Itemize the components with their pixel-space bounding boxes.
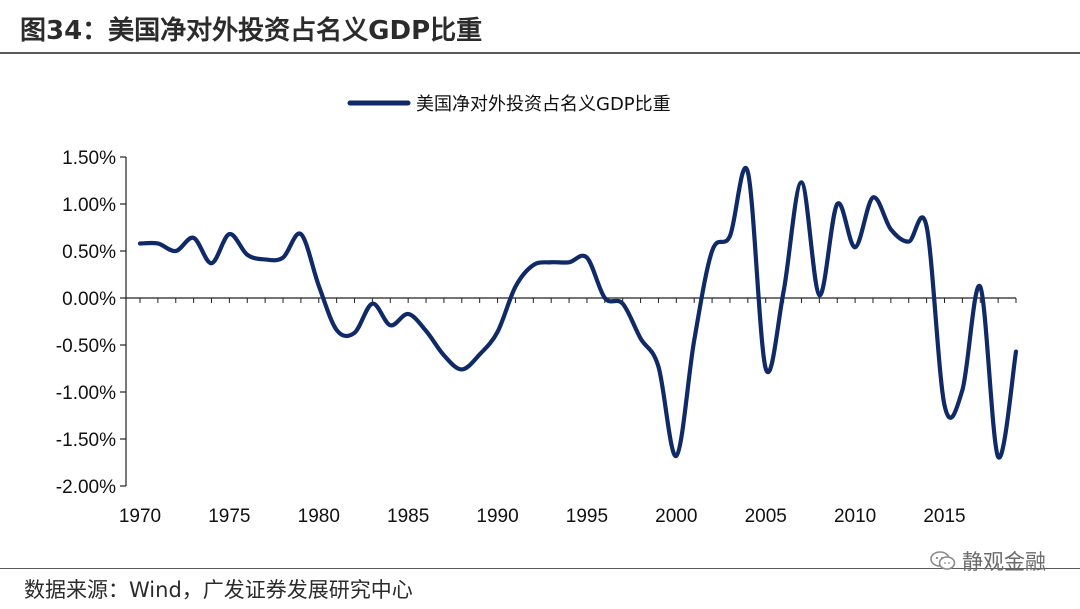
data-point	[925, 225, 929, 229]
data-point	[746, 170, 750, 174]
data-point	[370, 302, 374, 306]
data-point	[478, 352, 482, 356]
data-point	[388, 323, 392, 327]
data-point	[799, 180, 803, 184]
data-point	[210, 261, 214, 265]
figure-title: 图34：美国净对外投资占名义GDP比重	[20, 16, 483, 46]
x-tick-label: 1995	[566, 506, 608, 527]
data-point	[942, 403, 946, 407]
chart-series	[137, 166, 1019, 460]
x-axis-tick-labels: 1970 1975 1980 1985 1990 1995 2000 2005 2010 2015	[119, 506, 966, 527]
data-point	[335, 328, 339, 332]
data-point	[353, 331, 357, 335]
data-point	[424, 329, 428, 333]
data-point	[960, 388, 964, 392]
data-point	[907, 240, 911, 244]
data-point	[227, 232, 231, 236]
data-point	[871, 195, 875, 199]
x-tick-label: 1980	[298, 506, 340, 527]
y-axis-tick-labels: 1.50% 1.00% 0.50% 0.00% -0.50% -1.00% -1.50% -2…	[56, 148, 116, 498]
data-point	[996, 455, 1000, 459]
data-point	[764, 367, 768, 371]
data-point	[1014, 350, 1018, 354]
x-tick-label: 1975	[208, 506, 250, 527]
watermark-text: 静观金融	[962, 550, 1046, 574]
data-point	[782, 289, 786, 293]
data-point	[549, 260, 553, 264]
source-note: 数据来源：Wind，广发证券发展研究中心	[24, 578, 413, 602]
watermark: 静观金融	[930, 546, 1046, 576]
data-point	[978, 285, 982, 289]
x-tick-label: 2005	[745, 506, 787, 527]
data-point	[174, 249, 178, 253]
data-point	[674, 454, 678, 458]
data-point	[853, 245, 857, 249]
data-point	[442, 353, 446, 357]
data-point	[585, 256, 589, 260]
y-tick-label: -1.00%	[56, 383, 116, 404]
y-tick-label: 1.00%	[62, 195, 116, 216]
data-point	[728, 234, 732, 238]
x-tick-label: 1990	[476, 506, 518, 527]
chart-legend: 美国净对外投资占名义GDP比重	[347, 94, 671, 115]
line-chart: 美国净对外投资占名义GDP比重 1.50% 1.00% 0.50% 0.00% -0.5…	[56, 94, 1019, 527]
data-point	[656, 365, 660, 369]
x-tick-label: 1970	[119, 506, 161, 527]
data-point	[639, 336, 643, 340]
data-point	[460, 367, 464, 371]
data-point	[710, 249, 714, 253]
data-point	[406, 312, 410, 316]
data-point	[496, 330, 500, 334]
data-point	[603, 296, 607, 300]
y-tick-label: -0.50%	[56, 336, 116, 357]
data-point	[835, 202, 839, 206]
data-point	[513, 285, 517, 289]
data-point	[692, 338, 696, 342]
x-tick-label: 1985	[387, 506, 429, 527]
y-tick-label: 0.50%	[62, 242, 116, 263]
series-line	[137, 166, 1019, 460]
y-tick-label: 1.50%	[62, 148, 116, 169]
data-point	[531, 263, 535, 267]
data-point	[889, 227, 893, 231]
data-point	[245, 253, 249, 257]
data-point	[621, 302, 625, 306]
y-tick-label: -1.50%	[56, 430, 116, 451]
data-point	[817, 293, 821, 297]
x-tick-label: 2010	[834, 506, 876, 527]
legend-label: 美国净对外投资占名义GDP比重	[416, 94, 671, 115]
x-tick-label: 2000	[655, 506, 697, 527]
data-point	[317, 284, 321, 288]
title-divider	[0, 52, 1080, 54]
footer-divider	[0, 568, 1080, 569]
data-point	[192, 236, 196, 240]
y-tick-label: -2.00%	[56, 477, 116, 498]
data-point	[263, 257, 267, 261]
wechat-icon	[930, 551, 956, 570]
data-point	[138, 241, 142, 245]
data-point	[281, 256, 285, 260]
x-tick-label: 2015	[923, 506, 965, 527]
data-point	[567, 260, 571, 264]
data-point	[156, 241, 160, 245]
y-tick-label: 0.00%	[62, 289, 116, 310]
data-point	[299, 232, 303, 236]
chart-axes	[120, 156, 1017, 487]
